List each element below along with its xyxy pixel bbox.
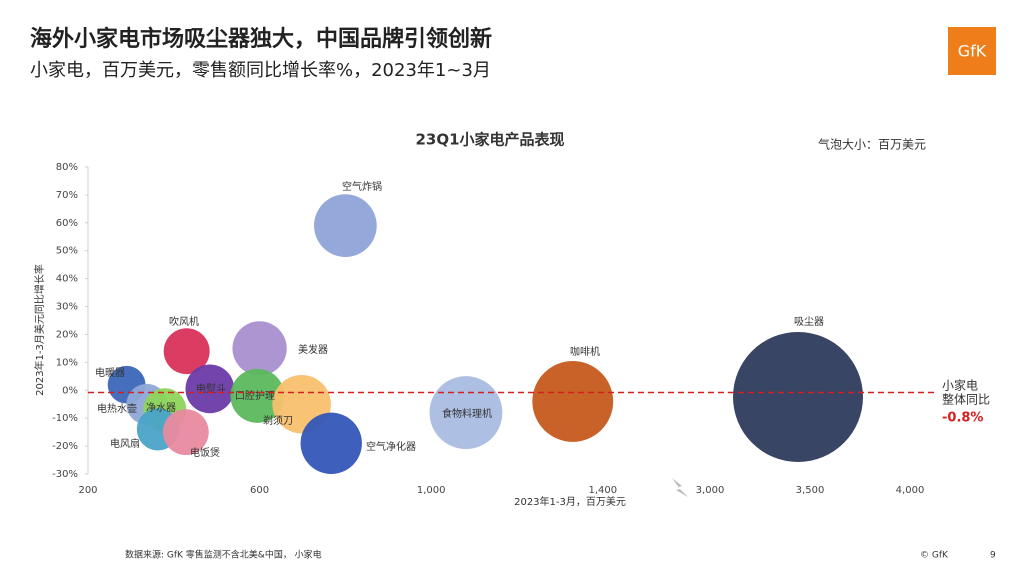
y-tick-label: 60%: [56, 218, 78, 229]
bubble-label: 食物料理机: [442, 407, 492, 420]
bubble-label: 咖啡机: [570, 345, 600, 358]
bubble: [162, 409, 209, 456]
bubble: [185, 364, 235, 414]
y-tick-label: 0%: [62, 385, 78, 396]
source: 数据来源: GfK 零售监测不含北美&中国， 小家电: [125, 549, 322, 561]
y-tick-label: 70%: [56, 190, 78, 201]
bubble: [429, 376, 503, 450]
bubble: [300, 412, 362, 474]
x-tick-label: 3,500: [796, 485, 825, 496]
bubble-label: 电熨斗: [196, 382, 226, 395]
logo-box: [948, 27, 996, 75]
bubble-label: 电暖器: [95, 366, 125, 379]
reference-text: 小家电: [942, 378, 978, 393]
bubble: [230, 368, 285, 423]
bubble-label: 剃须刀: [263, 415, 293, 427]
y-tick-label: -30%: [52, 469, 78, 480]
bubble: [532, 361, 614, 442]
bubble-label: 吸尘器: [794, 316, 824, 328]
copyright: © GfK: [920, 551, 949, 561]
x-tick-label: 200: [78, 485, 97, 496]
y-tick-label: -20%: [52, 441, 78, 452]
y-tick-label: 20%: [56, 329, 78, 340]
y-tick-label: 50%: [56, 246, 78, 257]
bubble-label: 电风扇: [110, 437, 140, 450]
y-tick-label: 80%: [56, 162, 78, 173]
bubble: [733, 331, 863, 462]
bubble-label: 美发器: [298, 343, 328, 356]
x-tick-label: 3,000: [696, 485, 725, 496]
bubble-label: 口腔护理: [235, 389, 275, 402]
x-tick-label: 4,000: [896, 485, 925, 496]
subtitle: 小家电，百万美元，零售额同比增长率%，2023年1~3月: [30, 60, 491, 81]
bubble: [232, 321, 287, 376]
bubble: [163, 328, 210, 375]
x-tick-label: 1,400: [588, 485, 617, 496]
logo: GfK: [958, 42, 987, 61]
bubble-label: 电饭煲: [190, 446, 220, 459]
axis-break: [672, 478, 688, 497]
title: 海外小家电市场吸尘器独大，中国品牌引领创新: [30, 26, 492, 52]
bubble: [314, 194, 377, 257]
reference-text: 整体同比: [942, 392, 990, 407]
x-tick-label: 600: [250, 485, 269, 496]
bubble-label: 空气炸锅: [342, 180, 382, 193]
y-tick-label: -10%: [52, 413, 78, 424]
y-tick-label: 30%: [56, 302, 78, 313]
y-tick-label: 40%: [56, 274, 78, 285]
page-number: 9: [990, 551, 996, 561]
bubble-label: 净水器: [146, 401, 176, 414]
y-axis-label: 2023年1-3月美元同比增长率: [33, 264, 46, 396]
bubble-label: 空气净化器: [366, 440, 416, 453]
bubble-label: 电热水壶: [97, 402, 137, 415]
chart-title: 23Q1小家电产品表现: [415, 131, 564, 149]
x-tick-label: 1,000: [417, 485, 446, 496]
size-note: 气泡大小：百万美元: [818, 137, 926, 152]
x-axis-label: 2023年1-3月，百万美元: [514, 495, 626, 508]
bubble-label: 吹风机: [169, 315, 199, 328]
y-tick-label: 10%: [56, 357, 78, 368]
reference-label: -0.8%: [942, 411, 983, 426]
